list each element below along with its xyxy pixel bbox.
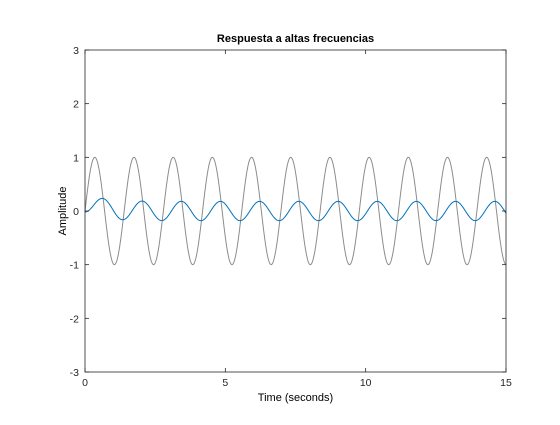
series-layer: [84, 156, 507, 266]
tick-layer: 0 5 10 15 -3 -2 -1 0 1 2 3: [70, 45, 512, 389]
x-tick-label: 10: [360, 377, 372, 389]
series-line-input: [84, 156, 507, 266]
y-tick-label: 2: [73, 99, 79, 111]
chart-title: Respuesta a altas frecuencias: [217, 33, 374, 45]
y-tick-label: -3: [70, 367, 79, 379]
y-tick-label: 0: [73, 206, 79, 218]
x-tick-label: 0: [82, 377, 88, 389]
x-tick-label: 15: [500, 377, 512, 389]
x-axis-label: Time (seconds): [258, 392, 333, 404]
series-line-response: [84, 197, 507, 222]
y-tick-label: 1: [73, 152, 79, 164]
y-tick-label: -1: [70, 260, 79, 272]
y-tick-label: 3: [73, 45, 79, 57]
x-tick-label: 5: [222, 377, 228, 389]
plot-background: [85, 50, 506, 372]
y-tick-label: -2: [70, 313, 79, 325]
y-axis-label: Amplitude: [57, 187, 69, 236]
